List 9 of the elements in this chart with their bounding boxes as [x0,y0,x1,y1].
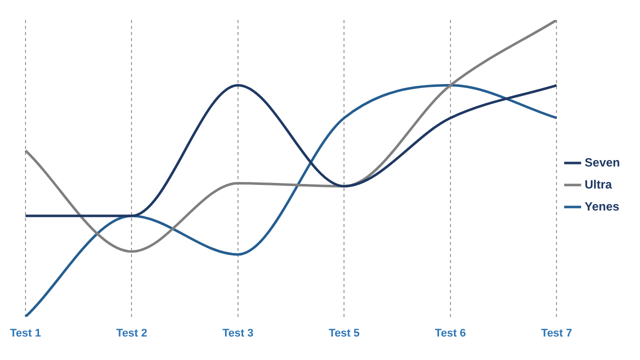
x-tick-label: Test 6 [434,327,466,340]
x-tick-label: Test 5 [328,327,360,340]
x-tick-label: Test 2 [116,327,148,340]
x-tick-label: Test 7 [541,327,572,340]
legend-label: Yenes [584,199,620,214]
legend-label: Ultra [584,177,612,192]
legend-label: Seven [584,155,620,170]
x-tick-label: Test 1 [10,327,41,340]
x-tick-label: Test 3 [222,327,254,340]
